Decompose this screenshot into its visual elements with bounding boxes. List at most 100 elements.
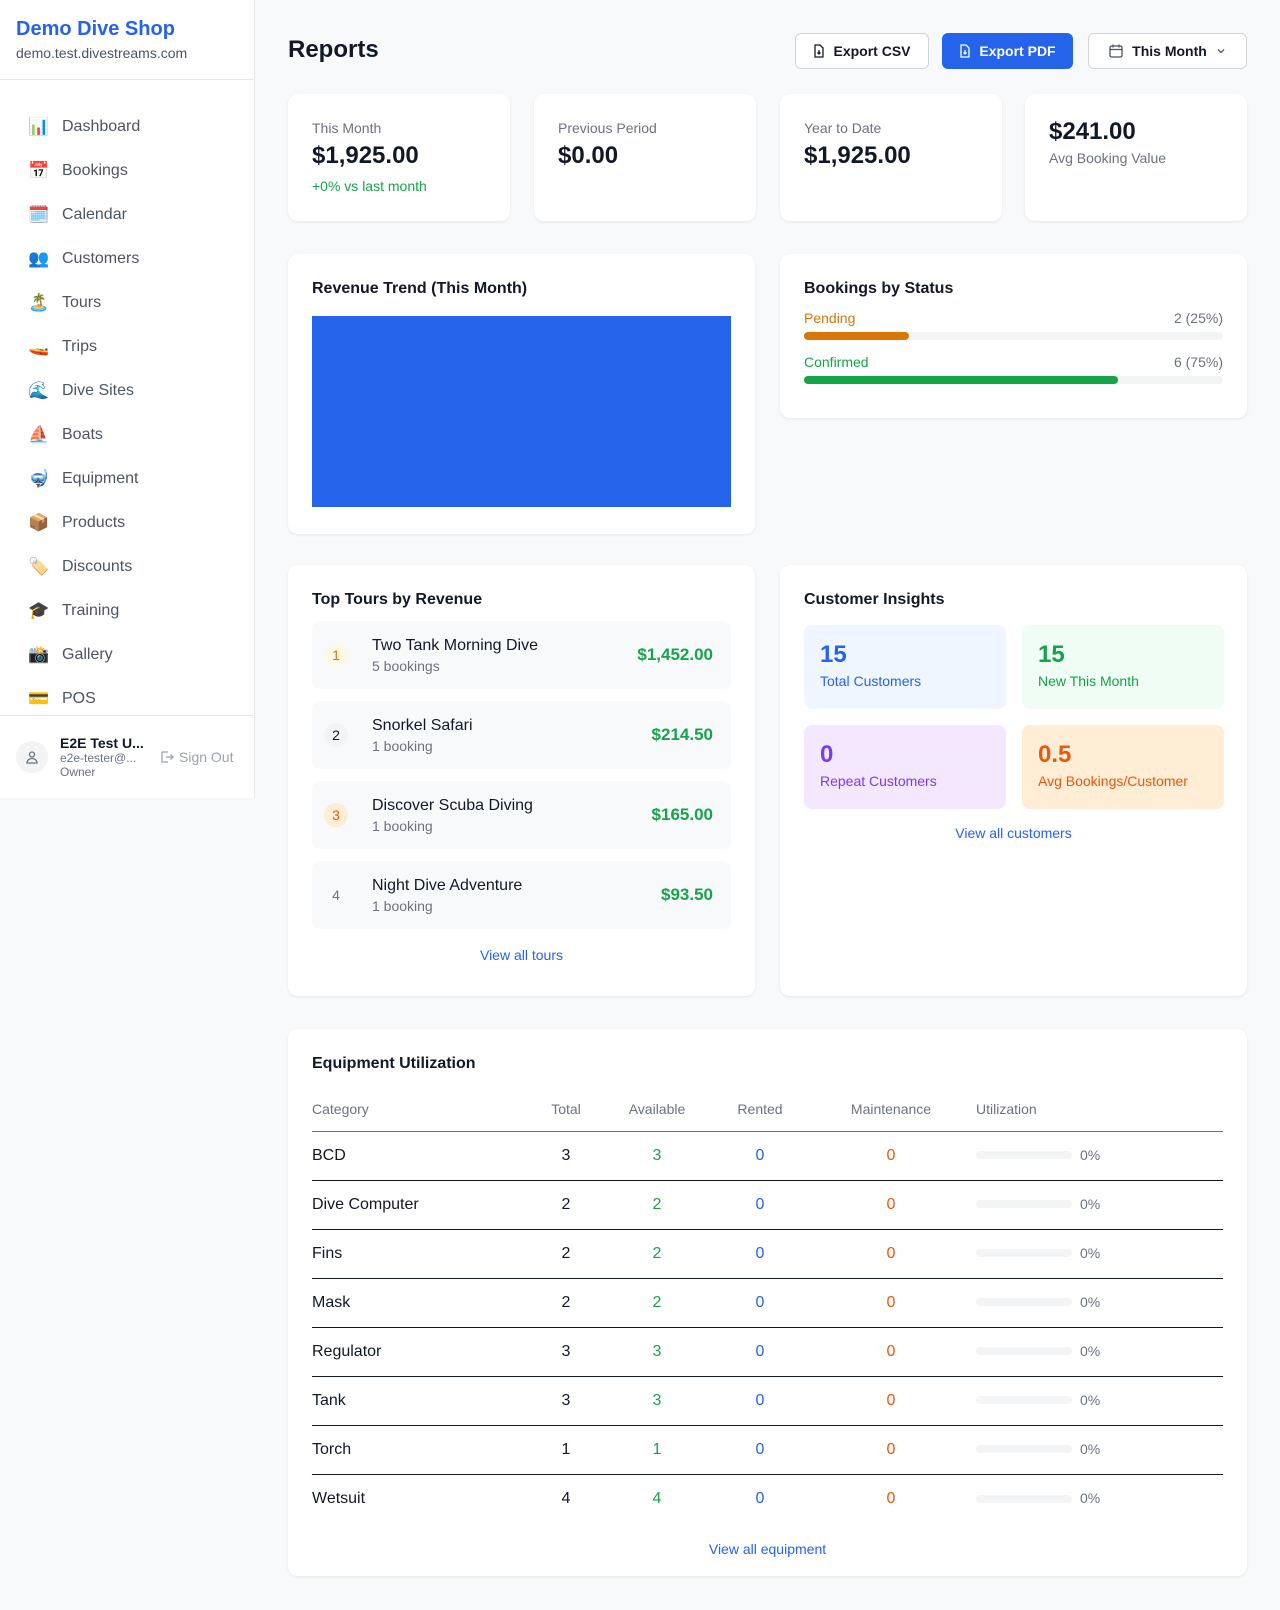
utilization-percent: 0% [1080, 1146, 1101, 1163]
sidebar-item-pos[interactable]: 💳 POS [0, 677, 254, 721]
sidebar-item-trips[interactable]: 🚤 Trips [0, 325, 254, 369]
utilization-cell: 0% [976, 1425, 1223, 1475]
sidebar-item-label: Equipment [62, 470, 139, 487]
table-row: Fins 2 2 0 0 0% [312, 1229, 1223, 1279]
top-tours-card: Top Tours by Revenue 1 Two Tank Morning D… [288, 565, 755, 996]
available-cell: 3 [600, 1327, 714, 1377]
sidebar-item-gallery[interactable]: 📸 Gallery [0, 633, 254, 677]
boats-icon: ⛵ [28, 425, 50, 444]
utilization-cell: 0% [976, 1474, 1223, 1523]
chevron-down-icon [1217, 49, 1225, 54]
sidebar-item-dashboard[interactable]: 📊 Dashboard [0, 105, 254, 149]
tour-revenue: $214.50 [651, 725, 713, 744]
gallery-icon: 📸 [28, 645, 50, 664]
sidebar-item-customers[interactable]: 👥 Customers [0, 237, 254, 281]
sidebar-item-discounts[interactable]: 🏷️ Discounts [0, 545, 254, 589]
status-progress-track [804, 332, 1223, 340]
customer-insights-card: Customer Insights 15 Total Customers 15 New… [780, 565, 1247, 996]
sidebar-item-equipment[interactable]: 🤿 Equipment [0, 457, 254, 501]
file-download-icon [814, 44, 825, 58]
stat-card-year-to-date: Year to Date $1,925.00 [780, 94, 1002, 221]
stat-label: This Month [312, 120, 382, 136]
sidebar-item-label: Calendar [62, 206, 127, 223]
sidebar-item-bookings[interactable]: 📅 Bookings [0, 149, 254, 193]
utilization-cell: 0% [976, 1327, 1223, 1377]
available-cell: 3 [600, 1131, 714, 1181]
sidebar-item-dive-sites[interactable]: 🌊 Dive Sites [0, 369, 254, 413]
sign-out-button[interactable]: Sign Out [160, 749, 233, 765]
utilization-bar [976, 1347, 1072, 1356]
training-icon: 🎓 [28, 601, 50, 620]
insight-label: Total Customers [820, 673, 922, 689]
table-row: Torch 1 1 0 0 0% [312, 1425, 1223, 1475]
file-download-icon [960, 44, 971, 58]
calendar-icon [1109, 44, 1123, 58]
utilization-cell: 0% [976, 1278, 1223, 1328]
customers-icon: 👥 [28, 249, 50, 268]
utilization-percent: 0% [1080, 1293, 1101, 1310]
sidebar-item-calendar[interactable]: 🗓️ Calendar [0, 193, 254, 237]
export-pdf-label: Export PDF [979, 43, 1056, 59]
sidebar-item-label: Dive Sites [62, 382, 135, 399]
maintenance-cell: 0 [806, 1327, 976, 1377]
rented-cell: 0 [714, 1327, 806, 1377]
stat-card-this-month: This Month $1,925.00 +0% vs last month [288, 94, 510, 221]
category-cell: BCD [312, 1131, 532, 1181]
tour-row[interactable]: 2 Snorkel Safari 1 booking $214.50 [312, 701, 731, 769]
status-label: Confirmed [804, 354, 869, 370]
total-cell: 3 [532, 1376, 600, 1426]
utilization-bar [976, 1249, 1072, 1258]
brand-name[interactable]: Demo Dive Shop [16, 18, 175, 40]
tour-bookings: 5 bookings [372, 657, 440, 674]
column-header: Category [312, 1087, 532, 1132]
utilization-cell: 0% [976, 1229, 1223, 1279]
utilization-cell: 0% [976, 1131, 1223, 1181]
view-all-equipment-link[interactable]: View all equipment [708, 1541, 827, 1557]
insight-label: Avg Bookings/Customer [1038, 773, 1188, 789]
rented-cell: 0 [714, 1425, 806, 1475]
status-label: Pending [804, 310, 856, 326]
table-row: Dive Computer 2 2 0 0 0% [312, 1180, 1223, 1230]
total-cell: 2 [532, 1229, 600, 1279]
utilization-cell: 0% [976, 1376, 1223, 1426]
export-csv-button[interactable]: Export CSV [795, 33, 929, 69]
sidebar-item-label: Boats [62, 426, 103, 443]
sidebar-item-label: Products [62, 514, 126, 531]
total-cell: 2 [532, 1278, 600, 1328]
utilization-bar [976, 1396, 1072, 1405]
view-all-customers-link[interactable]: View all customers [955, 825, 1072, 841]
utilization-bar [976, 1200, 1072, 1209]
utilization-bar [976, 1494, 1072, 1503]
card-title: Revenue Trend (This Month) [312, 280, 528, 297]
utilization-cell: 0% [976, 1180, 1223, 1230]
maintenance-cell: 0 [806, 1278, 976, 1328]
user-name: E2E Test U... [60, 735, 144, 751]
utilization-bar [976, 1445, 1072, 1454]
tour-row[interactable]: 3 Discover Scuba Diving 1 booking $165.00 [312, 781, 731, 849]
stat-change: +0% vs last month [312, 178, 427, 194]
insight-label: New This Month [1038, 673, 1139, 689]
sidebar-item-tours[interactable]: 🏝️ Tours [0, 281, 254, 325]
view-all-tours-link[interactable]: View all tours [479, 947, 563, 963]
sidebar-item-products[interactable]: 📦 Products [0, 501, 254, 545]
period-select[interactable]: This Month [1088, 33, 1247, 69]
export-pdf-button[interactable]: Export PDF [942, 33, 1073, 69]
maintenance-cell: 0 [806, 1180, 976, 1230]
utilization-percent: 0% [1080, 1489, 1101, 1506]
sidebar-item-training[interactable]: 🎓 Training [0, 589, 254, 633]
sidebar-item-label: Training [62, 602, 120, 619]
insight-repeat-customers: 0 Repeat Customers [804, 725, 1006, 809]
tour-row[interactable]: 4 Night Dive Adventure 1 booking $93.50 [312, 861, 731, 929]
available-cell: 2 [600, 1229, 714, 1279]
tour-row[interactable]: 1 Two Tank Morning Dive 5 bookings $1,452.0… [312, 621, 731, 689]
status-progress-fill [804, 376, 1119, 384]
tour-bookings: 1 booking [372, 897, 433, 914]
insight-label: Repeat Customers [820, 773, 937, 789]
sidebar: Demo Dive Shop demo.test.divestreams.com… [0, 0, 255, 798]
sidebar-item-boats[interactable]: ⛵ Boats [0, 413, 254, 457]
tour-revenue: $93.50 [661, 885, 713, 904]
insight-new-this-month: 15 New This Month [1022, 625, 1224, 709]
category-cell: Fins [312, 1229, 532, 1279]
sidebar-item-label: Tours [62, 294, 102, 311]
products-icon: 📦 [28, 513, 50, 532]
